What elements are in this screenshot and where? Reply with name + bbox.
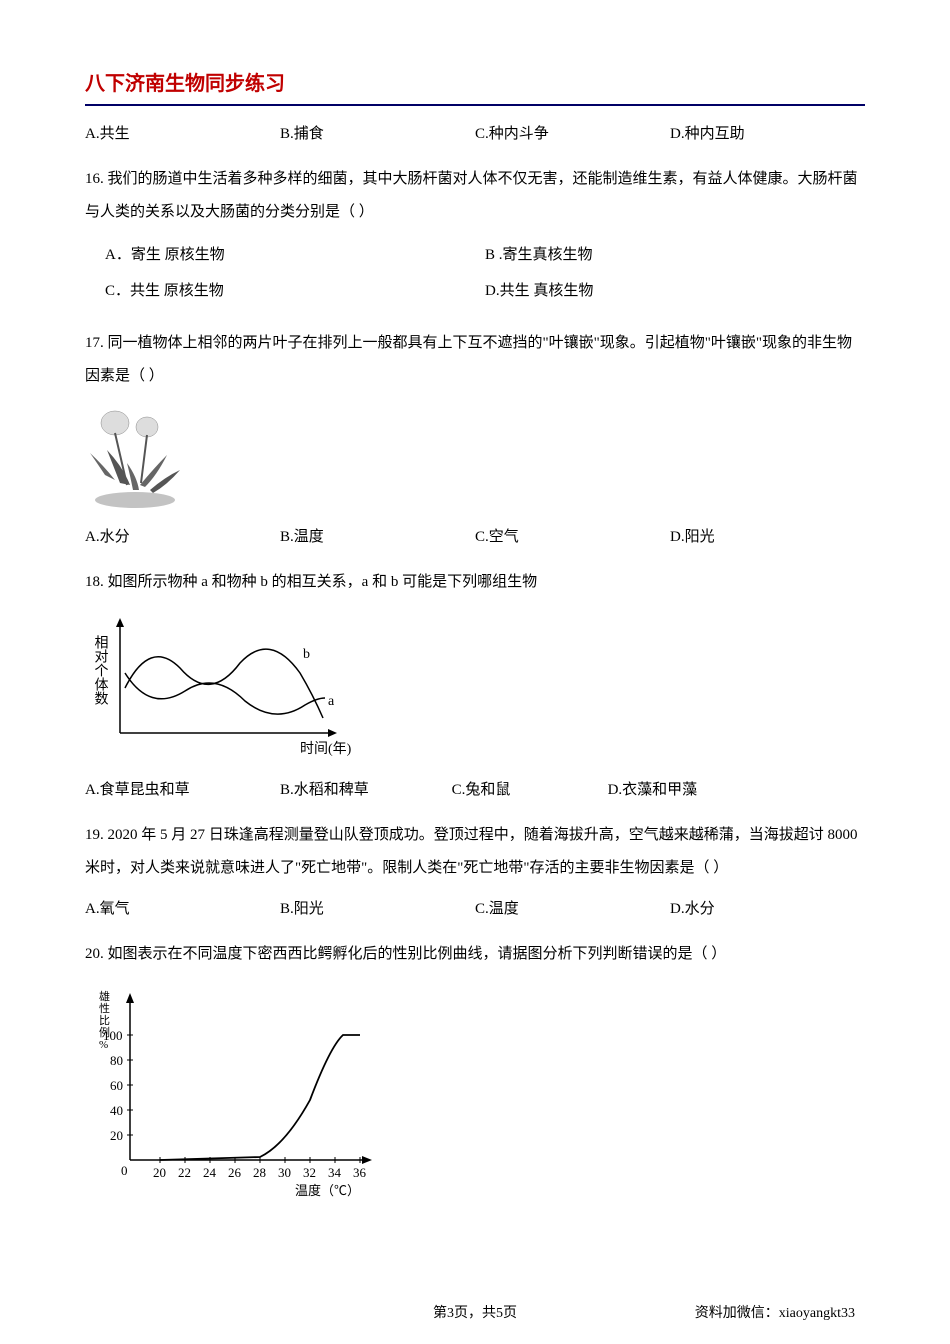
xtick-32: 32: [303, 1165, 316, 1180]
option-c: C.兔和鼠: [452, 780, 608, 801]
line-b-label: b: [303, 647, 310, 662]
option-b: B.捕食: [280, 124, 475, 145]
q15-options: A.共生 B.捕食 C.种内斗争 D.种内互助: [85, 124, 865, 145]
q19-text: 19. 2020 年 5 月 27 日珠逢高程测量登山队登顶成功。登顶过程中，随…: [85, 819, 865, 885]
option-d: D.衣藻和甲藻: [608, 780, 780, 801]
option-c: C．共生 原核生物: [105, 273, 485, 309]
ytick-80: 80: [110, 1053, 123, 1068]
ytick-20: 20: [110, 1128, 123, 1143]
q18-options: A.食草昆虫和草 B.水稻和稗草 C.兔和鼠 D.衣藻和甲藻: [85, 780, 865, 801]
q20-text: 20. 如图表示在不同温度下密西西比鳄孵化后的性别比例曲线，请据图分析下列判断错…: [85, 938, 865, 971]
xlabel: 时间(年): [300, 741, 352, 757]
option-c: C.温度: [475, 899, 670, 920]
option-a: A．寄生 原核生物: [105, 237, 485, 273]
option-b: B .寄生真核生物: [485, 237, 865, 273]
q17-options: A.水分 B.温度 C.空气 D.阳光: [85, 527, 865, 548]
ytick-0: 0: [121, 1163, 128, 1178]
option-a: A.水分: [85, 527, 280, 548]
q16-options: A．寄生 原核生物 B .寄生真核生物 C．共生 原核生物 D.共生 真核生物: [85, 237, 865, 309]
ylabel-1: 雄: [99, 989, 110, 1003]
xlabel: 温度（℃）: [295, 1183, 360, 1198]
ytick-100: 100: [103, 1028, 123, 1043]
xtick-28: 28: [253, 1165, 266, 1180]
page-title: 八下济南生物同步练习: [85, 70, 865, 106]
option-a: A.氧气: [85, 899, 280, 920]
option-c: C.种内斗争: [475, 124, 670, 145]
ytick-60: 60: [110, 1078, 123, 1093]
q16-text: 16. 我们的肠道中生活着多种多样的细菌，其中大肠杆菌对人体不仅无害，还能制造维…: [85, 163, 865, 229]
option-b: B.阳光: [280, 899, 475, 920]
xtick-24: 24: [203, 1165, 217, 1180]
option-a: A.共生: [85, 124, 280, 145]
option-c: C.空气: [475, 527, 670, 548]
ylabel-2: 性: [99, 1001, 110, 1015]
ytick-40: 40: [110, 1103, 123, 1118]
option-d: D.阳光: [670, 527, 865, 548]
xtick-26: 26: [228, 1165, 242, 1180]
option-b: B.水稻和稗草: [280, 780, 452, 801]
xtick-34: 34: [328, 1165, 342, 1180]
plant-image: [85, 405, 195, 515]
xtick-22: 22: [178, 1165, 191, 1180]
option-d: D.种内互助: [670, 124, 865, 145]
q17-text: 17. 同一植物体上相邻的两片叶子在排列上一般都具有上下互不遮挡的"叶镶嵌"现象…: [85, 327, 865, 393]
q20-chart: 雄 性 比 例 % 100 80 60 40 20 0 20 22 24: [85, 985, 865, 1207]
ylabel: 相对个体数: [93, 635, 109, 705]
ylabel-3: 比: [99, 1014, 110, 1027]
q18-chart: 相对个体数 b a 时间(年): [85, 613, 865, 770]
option-d: D.共生 真核生物: [485, 273, 865, 309]
line-a-label: a: [328, 694, 335, 709]
q19-options: A.氧气 B.阳光 C.温度 D.水分: [85, 899, 865, 920]
xtick-20: 20: [153, 1165, 166, 1180]
option-a: A.食草昆虫和草: [85, 780, 280, 801]
option-d: D.水分: [670, 899, 865, 920]
xtick-36: 36: [353, 1165, 367, 1180]
q18-text: 18. 如图所示物种 a 和物种 b 的相互关系，a 和 b 可能是下列哪组生物: [85, 566, 865, 599]
xtick-30: 30: [278, 1165, 291, 1180]
option-b: B.温度: [280, 527, 475, 548]
wechat-info: 资料加微信：xiaoyangkt33: [695, 1304, 855, 1324]
page-number: 第3页，共5页: [433, 1304, 517, 1324]
